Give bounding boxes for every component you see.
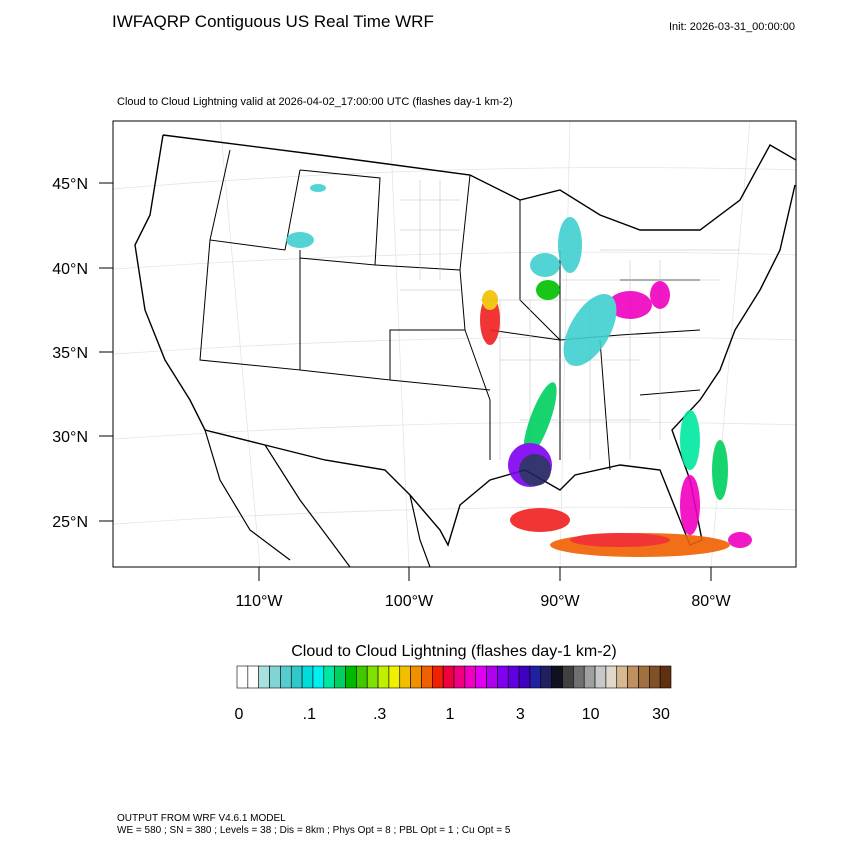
colorbar-label: 3	[516, 706, 525, 723]
colorbar-cell	[356, 665, 368, 689]
colorbar-label: 10	[582, 706, 600, 723]
colorbar: 0 .1 .3 1 3 10 30	[235, 665, 672, 723]
colorbar-title: Cloud to Cloud Lightning (flashes day-1 …	[291, 643, 617, 660]
colorbar-cell	[377, 665, 390, 689]
colorbar-cell	[497, 665, 509, 689]
colorbar-cell	[280, 665, 292, 689]
colorbar-cell	[334, 665, 346, 689]
colorbar-cell	[388, 665, 401, 689]
colorbar-cell	[258, 665, 270, 689]
axis-ticks	[99, 182, 712, 581]
colorbar-label: 30	[652, 706, 670, 723]
colorbar-cell	[573, 665, 585, 689]
colorbar-label: .3	[373, 706, 386, 723]
colorbar-cell	[616, 665, 628, 689]
colorbar-cell	[312, 665, 325, 689]
lightning-field	[286, 184, 752, 557]
colorbar-cell	[507, 665, 520, 689]
colorbar-cell	[442, 665, 455, 689]
us-outline	[134, 134, 796, 547]
lat-label: 30°N	[52, 429, 88, 446]
footer-line: OUTPUT FROM WRF V4.6.1 MODEL	[117, 813, 286, 824]
lon-label: 90°W	[540, 593, 580, 610]
axis-labels: 45°N 40°N 35°N 30°N 25°N 110°W 100°W 90°W 80°W	[52, 176, 731, 610]
lat-label: 35°N	[52, 345, 88, 362]
colorbar-cell	[323, 665, 335, 689]
colorbar-cell	[269, 665, 281, 689]
map-subtitle: Cloud to Cloud Lightning valid at 2026-0…	[117, 96, 513, 108]
mexico-outline	[204, 429, 431, 567]
lon-label: 80°W	[691, 593, 731, 610]
title: IWFAQRP Contiguous US Real Time WRF	[112, 12, 434, 31]
colorbar-cell	[551, 665, 563, 689]
colorbar-cell	[236, 665, 249, 689]
colorbar-label: .1	[303, 706, 316, 723]
lat-label: 40°N	[52, 261, 88, 278]
colorbar-cell	[301, 665, 314, 689]
colorbar-cell	[659, 665, 672, 689]
lat-label: 45°N	[52, 176, 88, 193]
colorbar-cell	[562, 665, 574, 689]
colorbar-cell	[290, 665, 303, 689]
footer-line: WE = 580 ; SN = 380 ; Levels = 38 ; Dis …	[117, 825, 511, 836]
colorbar-cell	[345, 665, 357, 689]
colorbar-cell	[518, 665, 531, 689]
map-frame	[112, 120, 797, 568]
lat-label: 25°N	[52, 514, 88, 531]
colorbar-cell	[540, 665, 552, 689]
colorbar-cell	[486, 665, 498, 689]
colorbar-label: 1	[446, 706, 455, 723]
canada-border	[162, 134, 796, 231]
colorbar-label: 0	[235, 706, 244, 723]
colorbar-cell	[529, 665, 542, 689]
colorbar-cell	[366, 665, 379, 689]
colorbar-cell	[421, 665, 433, 689]
colorbar-cell	[453, 665, 466, 689]
colorbar-cell	[464, 665, 477, 689]
colorbar-cell	[247, 665, 260, 689]
colorbar-cell	[410, 665, 422, 689]
map-area	[113, 121, 796, 567]
colorbar-cell	[605, 665, 618, 689]
colorbar-cell	[594, 665, 607, 689]
colorbar-cell	[583, 665, 596, 689]
colorbar-cell	[431, 665, 444, 689]
init-time: Init: 2026-03-31_00:00:00	[669, 21, 795, 33]
colorbar-cell	[475, 665, 487, 689]
colorbar-cell	[638, 665, 650, 689]
colorbar-cell	[627, 665, 639, 689]
colorbar-cell	[399, 665, 411, 689]
graticule	[113, 121, 796, 567]
lon-label: 100°W	[385, 593, 434, 610]
colorbar-cell	[648, 665, 661, 689]
lon-label: 110°W	[235, 593, 283, 610]
